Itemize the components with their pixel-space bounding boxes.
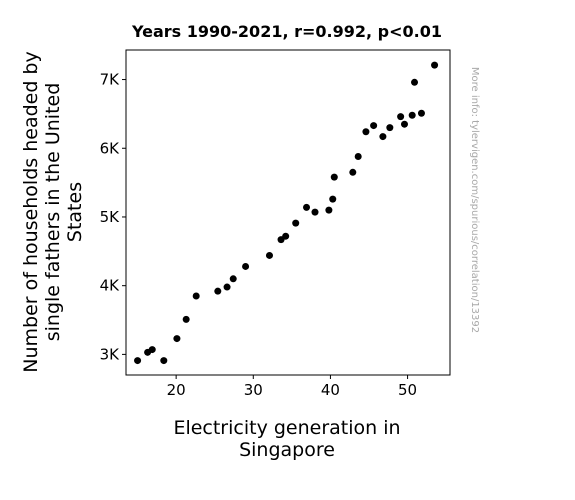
y-axis-label: single fathers in the United xyxy=(42,83,64,342)
data-point xyxy=(411,78,419,86)
x-tick-label: 20 xyxy=(167,381,186,399)
data-point xyxy=(400,120,408,128)
plot-area xyxy=(125,49,451,376)
y-axis-label: Number of households headed by xyxy=(20,51,42,373)
source-note: More info: tylervigen.com/spurious/corre… xyxy=(469,67,480,333)
y-axis-label-line-2: single fathers in the United xyxy=(42,83,64,342)
data-point xyxy=(242,262,250,270)
y-tick-label: 4K xyxy=(100,277,121,295)
data-point xyxy=(362,128,370,136)
y-axis-label-line-3: States xyxy=(64,182,86,242)
data-point xyxy=(182,315,190,323)
x-axis-ticks: 20 30 40 50 xyxy=(167,375,417,399)
y-axis-label-line-1: Number of households headed by xyxy=(20,51,42,373)
data-point xyxy=(379,133,387,141)
data-point xyxy=(214,287,222,295)
side-note: More info: tylervigen.com/spurious/corre… xyxy=(469,67,480,333)
y-tick-label: 7K xyxy=(100,71,121,89)
data-point xyxy=(417,109,425,117)
y-axis-label: States xyxy=(64,182,86,242)
x-tick-label: 30 xyxy=(244,381,263,399)
data-point xyxy=(349,168,357,176)
data-point xyxy=(173,335,181,343)
data-point xyxy=(329,195,337,203)
data-points xyxy=(134,61,439,365)
data-point xyxy=(282,232,290,240)
data-point xyxy=(408,111,416,119)
data-point xyxy=(354,153,362,161)
data-point xyxy=(229,275,237,283)
x-tick-label: 50 xyxy=(398,381,417,399)
data-point xyxy=(330,173,338,181)
data-point xyxy=(370,122,378,130)
x-tick-label: 40 xyxy=(321,381,340,399)
data-point xyxy=(311,208,319,216)
data-point xyxy=(223,283,231,291)
y-tick-label: 6K xyxy=(100,139,121,157)
data-point xyxy=(325,206,333,214)
data-point xyxy=(386,124,394,132)
data-point xyxy=(292,219,300,227)
data-point xyxy=(431,61,439,69)
data-point xyxy=(148,346,156,354)
x-axis-label-line-1: Electricity generation in xyxy=(173,417,400,439)
data-point xyxy=(397,113,405,121)
y-axis-ticks: 3K 4K 5K 6K 7K xyxy=(100,71,126,363)
y-tick-label: 5K xyxy=(100,208,121,226)
data-point xyxy=(265,251,273,259)
y-tick-label: 3K xyxy=(100,345,121,363)
data-point xyxy=(134,357,142,365)
x-axis-label-line-2: Singapore xyxy=(239,439,335,461)
data-point xyxy=(303,203,311,211)
data-point xyxy=(192,292,200,300)
chart-title: Years 1990-2021, r=0.992, p<0.01 xyxy=(131,22,442,41)
data-point xyxy=(160,357,168,365)
